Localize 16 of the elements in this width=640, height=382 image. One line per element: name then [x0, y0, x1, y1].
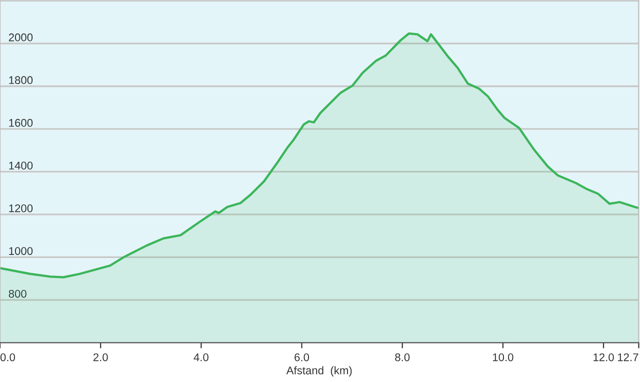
x-tick-label: 12.0 — [594, 353, 614, 362]
x-tick-label: 4.0 — [194, 353, 208, 362]
x-tick-label: 10.0 — [492, 353, 514, 362]
x-tick-label: 2.0 — [93, 353, 108, 362]
y-tick-label: 2000 — [8, 33, 33, 42]
y-tick-label: 1400 — [9, 162, 33, 170]
x-tick-label: 12.7 — [618, 353, 638, 362]
y-tick-label: 1800 — [9, 76, 33, 84]
x-tick-label: 8.0 — [395, 353, 410, 362]
y-tick-label: 1200 — [9, 204, 33, 212]
y-tick-label: 800 — [8, 290, 26, 298]
y-tick-label: 1000 — [9, 247, 33, 255]
x-axis-title: Afstand (km) — [286, 366, 352, 377]
x-tick-label: 6.0 — [294, 353, 310, 362]
x-tick-label: 0.0 — [0, 353, 16, 362]
y-tick-label: 1600 — [9, 118, 33, 127]
